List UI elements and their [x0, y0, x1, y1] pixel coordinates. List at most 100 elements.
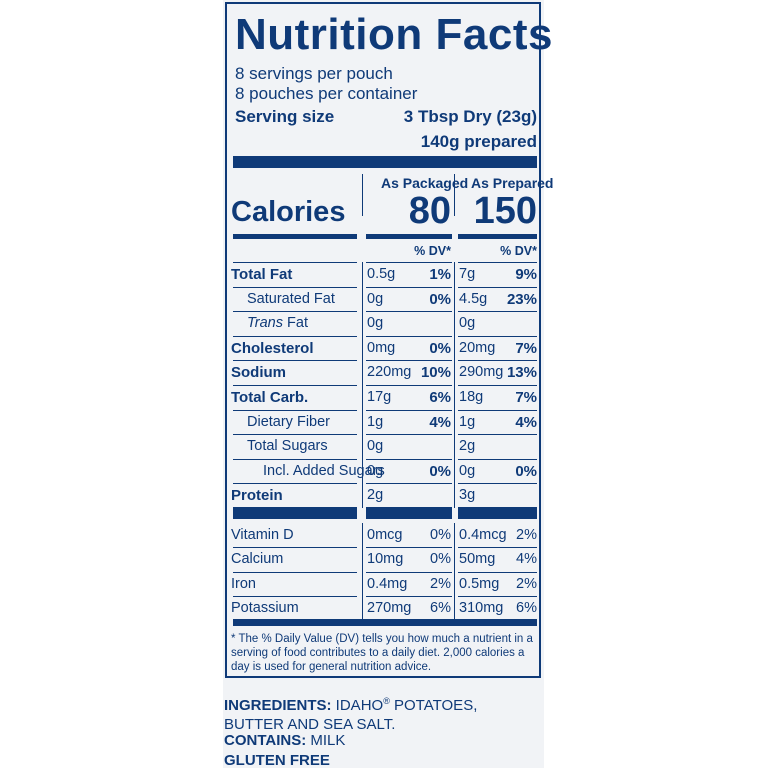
thick-divider-top — [233, 156, 537, 168]
nutrient-dv-prepared: 7% — [515, 389, 537, 406]
vitamin-name: Calcium — [231, 551, 284, 568]
pouches-per-container: 8 pouches per container — [235, 84, 418, 103]
column-header-prepared: As Prepared — [471, 175, 554, 191]
column-divider — [362, 458, 363, 484]
column-divider — [362, 311, 363, 336]
row-divider — [366, 385, 452, 386]
nutrient-name: Protein — [231, 487, 283, 505]
medium-divider — [233, 234, 357, 239]
nutrient-amount-packaged: 17g — [367, 389, 392, 405]
thick-divider-bottom — [233, 619, 537, 626]
vitamin-dv-prepared: 2% — [516, 527, 537, 543]
column-divider — [362, 483, 363, 508]
row-divider — [458, 262, 537, 263]
vitamin-name: Vitamin D — [231, 527, 294, 543]
calories-prepared: 150 — [473, 190, 537, 232]
column-divider — [454, 409, 455, 435]
vitamin-amount-packaged: 0mcg — [367, 527, 403, 543]
ingredients-text-1: IDAHO — [331, 697, 384, 714]
row-divider — [233, 286, 357, 288]
row-divider — [458, 483, 537, 485]
row-divider — [233, 360, 357, 362]
column-divider — [362, 547, 363, 572]
vitamin-name: Iron — [231, 575, 256, 592]
column-divider — [362, 434, 363, 459]
nutrient-dv-packaged: 4% — [429, 413, 451, 431]
column-divider — [362, 596, 363, 621]
row-divider — [458, 360, 537, 362]
nutrient-name-rest: Fat — [283, 315, 308, 332]
nutrient-dv-prepared: 9% — [515, 266, 537, 283]
row-divider — [233, 311, 357, 313]
column-divider — [454, 458, 455, 484]
column-divider — [362, 262, 363, 287]
row-divider — [233, 483, 357, 485]
column-divider — [454, 174, 455, 216]
column-divider — [362, 385, 363, 410]
ingredients-statement: INGREDIENTS: IDAHO® POTATOES, BUTTER AND… — [224, 692, 534, 734]
row-divider — [366, 360, 452, 362]
nutrition-facts-title: Nutrition Facts — [235, 10, 553, 59]
nutrient-name: Total Sugars — [247, 438, 328, 455]
contains-statement: CONTAINS: MILK — [224, 731, 345, 750]
nutrient-dv-packaged: 0% — [429, 462, 451, 480]
row-divider — [366, 483, 452, 485]
nutrient-name: Total Fat — [231, 266, 293, 283]
nutrient-dv-packaged: 10% — [420, 364, 451, 382]
row-divider — [233, 547, 357, 549]
nutrient-amount-packaged: 0g — [367, 290, 384, 307]
nutrient-dv-prepared: 23% — [506, 290, 537, 308]
vitamin-name: Potassium — [231, 600, 299, 617]
calories-packaged: 80 — [408, 190, 451, 232]
row-divider — [366, 434, 452, 436]
nutrient-amount-prepared: 7g — [459, 266, 476, 282]
serving-size-prepared: 140g prepared — [420, 132, 537, 151]
nutrient-amount-prepared: 2g — [459, 438, 476, 455]
column-divider — [362, 335, 363, 361]
vitamin-amount-prepared: 0.4mcg — [459, 527, 507, 543]
row-divider — [233, 262, 357, 263]
nutrient-name-italic: Trans — [247, 315, 283, 332]
nutrient-amount-packaged: 2g — [367, 487, 384, 504]
nutrient-name: Dietary Fiber — [247, 413, 330, 430]
vitamin-dv-packaged: 0% — [430, 551, 451, 568]
column-divider — [454, 483, 455, 508]
nutrient-name: Saturated Fat — [247, 290, 335, 307]
column-divider — [362, 409, 363, 435]
nutrient-amount-prepared: 1g — [459, 413, 476, 430]
daily-value-footnote: * The % Daily Value (DV) tells you how m… — [231, 633, 533, 673]
row-divider — [458, 458, 537, 460]
nutrient-amount-prepared: 0g — [459, 462, 476, 479]
vitamin-dv-packaged: 2% — [430, 575, 451, 592]
vitamin-amount-prepared: 310mg — [459, 600, 504, 617]
nutrient-name: Total Carb. — [231, 389, 309, 406]
vitamin-amount-packaged: 0.4mg — [367, 575, 408, 592]
serving-size-label: Serving size — [235, 107, 335, 126]
nutrient-amount-packaged: 1g — [367, 413, 384, 430]
column-divider — [362, 174, 363, 216]
column-divider — [454, 523, 455, 548]
nutrient-amount-packaged: 0g — [367, 438, 384, 455]
vitamin-amount-packaged: 10mg — [367, 551, 404, 568]
nutrient-dv-prepared: 13% — [506, 364, 537, 382]
column-divider — [454, 596, 455, 621]
nutrient-name: Sodium — [231, 364, 286, 382]
nutrient-dv-packaged: 0% — [429, 290, 451, 308]
contains-text: MILK — [306, 732, 346, 749]
registered-mark: ® — [383, 696, 390, 706]
column-divider — [454, 262, 455, 287]
column-divider — [362, 286, 363, 312]
nutrient-dv-prepared: 7% — [515, 339, 537, 357]
column-divider — [362, 523, 363, 548]
row-divider — [366, 409, 452, 411]
row-divider — [366, 286, 452, 288]
dv-header-packaged: % DV* — [414, 244, 451, 258]
row-divider — [366, 311, 452, 313]
nutrient-amount-packaged: 220mg — [367, 364, 412, 381]
column-divider — [362, 360, 363, 385]
medium-divider — [366, 234, 452, 239]
vitamin-amount-packaged: 270mg — [367, 600, 412, 617]
nutrient-amount-packaged: 0g — [367, 315, 384, 332]
row-divider — [366, 596, 452, 598]
vitamin-dv-prepared: 4% — [516, 551, 537, 568]
